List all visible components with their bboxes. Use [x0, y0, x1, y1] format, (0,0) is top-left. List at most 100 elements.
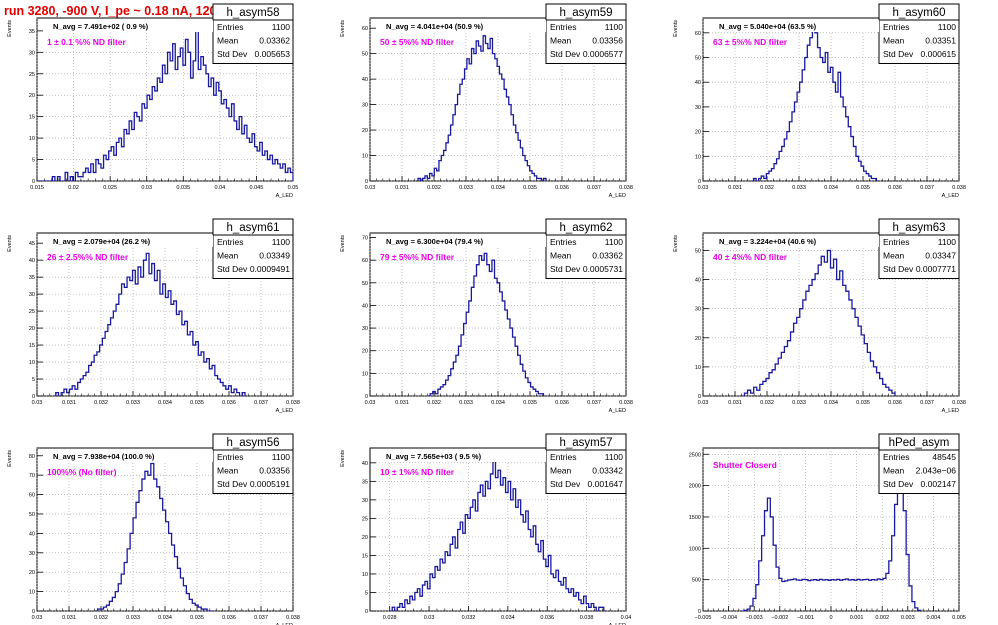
- y-tick-label: 20: [362, 535, 368, 541]
- stats-label: Std Dev: [217, 479, 248, 489]
- x-tick-label: 0.034: [158, 615, 172, 621]
- stats-value: 1100: [272, 452, 291, 462]
- stats-value: 0.03362: [592, 251, 623, 261]
- x-tick-label: 0.038: [619, 400, 633, 406]
- y-tick-label: 50: [362, 52, 368, 58]
- y-tick-label: 50: [362, 281, 368, 287]
- stats-label: Std Dev: [217, 49, 248, 59]
- y-tick-label: 40: [29, 531, 35, 537]
- stats-value: 1100: [605, 452, 624, 462]
- y-tick-label: 10: [695, 365, 701, 371]
- histogram-series: [389, 454, 607, 611]
- y-tick-label: 40: [362, 303, 368, 309]
- navg-box: [376, 20, 546, 32]
- navg-text: N_avg = 7.938e+04 (100.0 %): [53, 452, 155, 461]
- navg-text: N_avg = 5.040e+04 (63.5 %): [719, 22, 817, 31]
- filter-note: 26 ± 2.5%% ND filter: [47, 252, 129, 262]
- histogram-panel-h_asym60: 0.03 0.031 0.032 0.033 0.034 0.035 0.036 0.037 0…: [673, 3, 966, 199]
- histogram-series: [741, 249, 896, 396]
- stats-label: Mean: [550, 36, 572, 46]
- y-tick-label: 0: [32, 609, 35, 615]
- y-tick-label: 10: [29, 360, 35, 366]
- histogram-panel-h_asym61: 0.03 0.031 0.032 0.033 0.034 0.035 0.036 0.037 0…: [7, 218, 300, 414]
- histogram-series: [417, 35, 547, 181]
- x-tick-label: 0.037: [254, 615, 268, 621]
- y-tick-label: 10: [362, 572, 368, 578]
- x-tick-label: 0.045: [250, 185, 264, 191]
- stats-label: Entries: [217, 452, 243, 462]
- histogram-series: [37, 30, 293, 181]
- y-axis-label: Events: [340, 20, 346, 37]
- x-tick-label: 0.036: [555, 400, 569, 406]
- x-tick-label: 0.036: [222, 615, 236, 621]
- x-tick-label: 0.036: [555, 185, 569, 191]
- x-tick-label: 0.038: [619, 185, 633, 191]
- y-tick-label: 70: [362, 236, 368, 242]
- y-tick-label: 10: [362, 371, 368, 377]
- y-tick-label: 60: [362, 258, 368, 264]
- x-tick-label: 0.033: [459, 400, 473, 406]
- y-tick-label: 0: [698, 179, 701, 185]
- x-tick-label: 0.038: [952, 185, 966, 191]
- x-axis-label: A_LED: [942, 193, 959, 199]
- x-tick-label: 0.037: [254, 400, 268, 406]
- stats-box: [212, 19, 294, 64]
- stats-value: 1100: [605, 22, 624, 32]
- stats-value: 0.03362: [259, 36, 290, 46]
- stats-value: 0.0007771: [916, 264, 956, 274]
- x-tick-label: 0.035: [856, 400, 870, 406]
- stats-label: Std Dev: [550, 479, 581, 489]
- y-axis-label: Events: [673, 20, 679, 37]
- y-tick-label: 0: [698, 609, 701, 615]
- x-axis-label: A_LED: [609, 623, 626, 625]
- stats-value: 0.03342: [592, 466, 623, 476]
- filter-note: 1 ± 0.1 %% ND filter: [47, 37, 127, 47]
- x-tick-label: 0.037: [587, 185, 601, 191]
- x-tick-label: 0.03: [365, 400, 376, 406]
- y-axis-label: Events: [340, 235, 346, 252]
- x-tick-label: 0.031: [728, 400, 742, 406]
- histogram-panel-h_asym62: 0.03 0.031 0.032 0.033 0.034 0.035 0.036 0.037 0…: [340, 218, 633, 414]
- y-tick-label: 40: [695, 80, 701, 86]
- histogram-panel-h_asym63: 0.03 0.031 0.032 0.033 0.034 0.035 0.036 0.037 0…: [673, 218, 966, 414]
- histogram-panel-hPed_asym: −0.005 −0.004 −0.003 −0.002 −0.001 0 0.001 0.00…: [689, 433, 966, 621]
- x-tick-label: 0.002: [875, 615, 889, 621]
- stats-value: 0.0005731: [583, 264, 623, 274]
- x-tick-label: 0.03: [365, 185, 376, 191]
- stats-label: Entries: [883, 237, 909, 247]
- y-tick-label: 15: [29, 115, 35, 121]
- run-title: run 3280, -900 V, I_pe ~ 0.18 nA, 120 Hz: [4, 4, 236, 18]
- stats-value: 0.03351: [925, 36, 956, 46]
- y-tick-label: 0: [32, 179, 35, 185]
- stats-value: 1100: [272, 22, 291, 32]
- y-tick-label: 0: [365, 179, 368, 185]
- stats-label: Entries: [550, 452, 576, 462]
- x-tick-label: 0.03: [141, 185, 152, 191]
- x-tick-label: 0: [829, 615, 832, 621]
- stats-value: 0.03347: [925, 251, 956, 261]
- x-tick-label: 0.032: [427, 400, 441, 406]
- x-tick-label: 0.033: [126, 615, 140, 621]
- histogram-panel-h_asym57: 0.028 0.03 0.032 0.034 0.036 0.038 0.04 0 5 10 15 2…: [340, 433, 631, 625]
- navg-box: [709, 20, 879, 32]
- x-axis-label: A_LED: [609, 408, 626, 414]
- x-axis-label: A_LED: [276, 193, 293, 199]
- stats-label: Entries: [217, 22, 243, 32]
- stats-value: 0.000615: [921, 49, 957, 59]
- y-tick-label: 1000: [689, 546, 701, 552]
- y-tick-label: 1500: [689, 515, 701, 521]
- y-tick-label: 10: [29, 136, 35, 142]
- stats-label: Mean: [550, 251, 572, 261]
- stats-value: 0.005653: [255, 49, 291, 59]
- x-tick-label: 0.035: [523, 185, 537, 191]
- stats-label: Std Dev: [550, 49, 581, 59]
- stats-label: Entries: [550, 237, 576, 247]
- x-tick-label: 0.037: [920, 185, 934, 191]
- x-tick-label: 0.034: [824, 400, 838, 406]
- stats-box: [212, 234, 294, 279]
- x-tick-label: −0.004: [720, 615, 737, 621]
- y-tick-label: 0: [365, 609, 368, 615]
- x-tick-label: 0.033: [126, 400, 140, 406]
- y-tick-label: 60: [29, 493, 35, 499]
